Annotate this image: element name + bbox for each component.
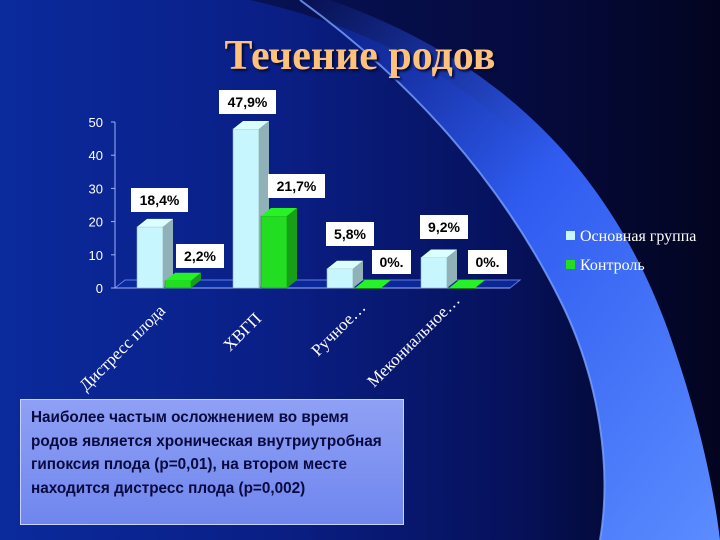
data-label-box: [468, 250, 507, 274]
category-label: Мекониальное…: [363, 291, 463, 391]
bar-main-group: [232, 128, 260, 289]
bar-side: [447, 249, 457, 288]
bar-side: [287, 207, 297, 288]
bar-main-group: [420, 257, 448, 289]
bar-main-group: [326, 268, 354, 289]
y-tick-label: 20: [89, 215, 103, 230]
conclusion-text-box: Наиболее частым осложнением во время род…: [20, 399, 404, 525]
data-label: 0%.: [475, 254, 499, 270]
bar-main-group: [136, 226, 164, 289]
legend-label: Контроль: [580, 257, 645, 274]
y-tick-label: 50: [89, 115, 103, 130]
y-tick-label: 40: [89, 148, 103, 163]
data-label-box: [131, 188, 188, 212]
bar-control: [448, 287, 476, 289]
data-label-box: [176, 244, 224, 268]
bar-side: [191, 272, 201, 288]
bar-top: [137, 218, 173, 227]
bar-top: [261, 207, 297, 216]
y-tick-label: 30: [89, 181, 103, 196]
bar-top: [327, 260, 363, 269]
data-label-box: [326, 222, 374, 246]
legend-label: Основная группа: [580, 228, 696, 245]
bar-control: [354, 287, 382, 289]
bar-top: [449, 280, 485, 288]
y-tick-label: 10: [89, 248, 103, 263]
bar-top: [355, 280, 391, 288]
category-label: ХВГП: [219, 309, 265, 355]
bar-top: [421, 249, 457, 258]
bar-control: [260, 215, 288, 289]
data-label: 5,8%: [334, 226, 366, 242]
data-label: 2,2%: [184, 248, 216, 264]
category-label: Ручное…: [307, 298, 369, 360]
data-label: 47,9%: [228, 94, 268, 110]
data-label-box: [268, 174, 325, 198]
data-label: 0%.: [379, 254, 403, 270]
legend-swatch: [566, 231, 575, 240]
bar-top: [233, 120, 269, 129]
bar-side: [163, 218, 173, 288]
category-label: Дистресс плода: [75, 301, 169, 395]
data-label-box: [420, 215, 468, 239]
slide-title: Течение родов: [224, 33, 496, 79]
bar-top: [165, 272, 201, 281]
data-label: 21,7%: [277, 178, 317, 194]
legend-swatch: [566, 260, 575, 269]
data-label: 18,4%: [140, 192, 180, 208]
data-label-box: [372, 250, 411, 274]
data-label: 9,2%: [428, 219, 460, 235]
bar-side: [353, 260, 363, 288]
bar-control: [164, 280, 192, 289]
y-tick-label: 0: [96, 281, 103, 296]
data-label-box: [219, 90, 276, 114]
